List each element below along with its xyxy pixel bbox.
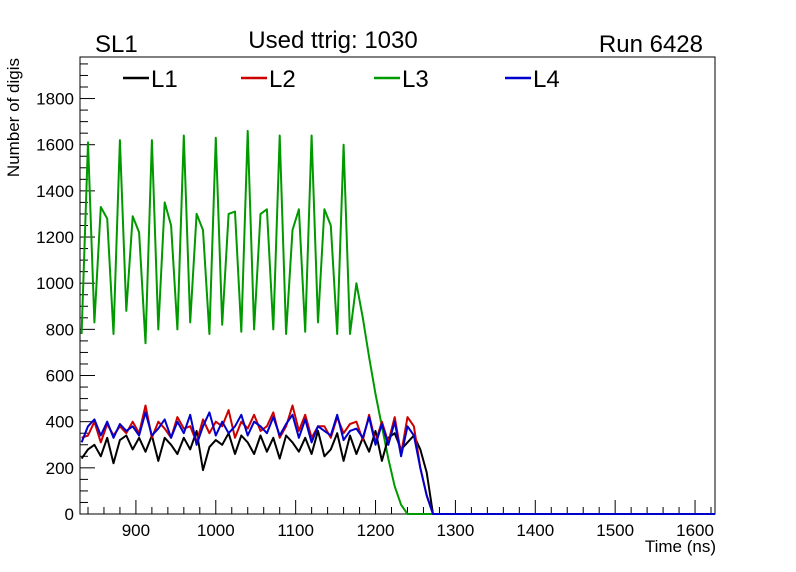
- y-tick-label: 0: [65, 505, 74, 524]
- series-line-l3: [80, 129, 715, 515]
- y-tick-label: 1400: [36, 182, 74, 201]
- y-tick-label: 200: [46, 459, 74, 478]
- series-line-l1: [80, 429, 715, 515]
- series-line-l4: [80, 411, 715, 515]
- x-tick-label: 1300: [436, 521, 474, 540]
- legend: L1 L2 L3 L4: [123, 66, 560, 93]
- y-tick-label: 1600: [36, 136, 74, 155]
- series-lines: [80, 129, 715, 515]
- plot-frame: [79, 56, 716, 515]
- y-axis-label: Number of digis: [4, 58, 23, 177]
- legend-label: L3: [402, 66, 429, 93]
- y-tick-label: 600: [46, 367, 74, 386]
- x-tick-label: 1400: [516, 521, 554, 540]
- x-tick-label: 1500: [596, 521, 634, 540]
- x-tick-label: 1000: [197, 521, 235, 540]
- y-tick-label: 1000: [36, 274, 74, 293]
- plot-area: 0 200 400 600 800 1000 1200 1400 1600 1800 900 1000…: [36, 56, 716, 540]
- legend-item-l4: L4: [505, 66, 560, 93]
- legend-label: L4: [533, 66, 560, 93]
- legend-item-l3: L3: [374, 66, 429, 93]
- header-run: Run 6428: [599, 31, 703, 58]
- legend-item-l1: L1: [123, 66, 178, 93]
- y-tick-label: 400: [46, 413, 74, 432]
- chart-title: Used ttrig: 1030: [248, 27, 417, 54]
- legend-label: L1: [151, 66, 178, 93]
- y-tick-label: 800: [46, 320, 74, 339]
- y-tick-label: 1200: [36, 228, 74, 247]
- legend-item-l2: L2: [241, 66, 296, 93]
- x-tick-label: 1600: [676, 521, 714, 540]
- x-tick-label: 900: [122, 521, 150, 540]
- y-tick-label: 1800: [36, 90, 74, 109]
- x-tick-label: 1200: [357, 521, 395, 540]
- x-tick-label: 1100: [277, 521, 314, 540]
- legend-label: L2: [269, 66, 296, 93]
- x-axis-label: Time (ns): [645, 537, 716, 556]
- header-sl1: SL1: [95, 31, 138, 58]
- axis-ticks: 0 200 400 600 800 1000 1200 1400 1600 1800 900 1000…: [36, 63, 714, 540]
